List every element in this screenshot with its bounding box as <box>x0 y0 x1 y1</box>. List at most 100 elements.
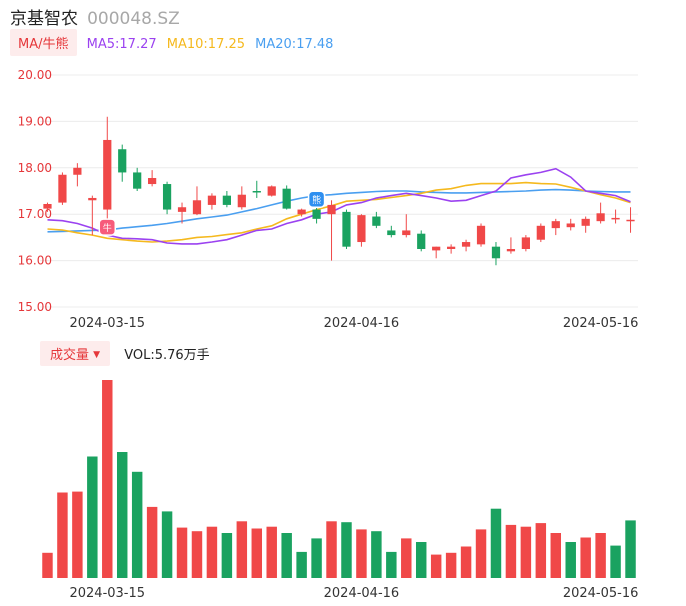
candle-body <box>417 233 426 249</box>
volume-bar <box>161 511 173 578</box>
volume-bar <box>356 529 367 578</box>
candle-body <box>387 230 396 236</box>
candle-body <box>267 186 276 196</box>
volume-bar <box>116 452 128 578</box>
price-tick-label: 16.00 <box>18 254 52 268</box>
volume-bar <box>131 471 143 578</box>
volume-bar <box>460 546 472 578</box>
volume-bar <box>42 552 53 578</box>
price-tick-label: 19.00 <box>18 114 52 128</box>
volume-bar <box>610 545 621 578</box>
candle-body <box>372 216 381 226</box>
candle-body <box>297 209 306 215</box>
candle-body <box>148 178 157 185</box>
volume-bar <box>386 551 397 578</box>
ma5-line <box>47 167 631 245</box>
bear-marker-icon <box>307 190 326 208</box>
volume-bar <box>535 523 547 578</box>
candle-body <box>43 203 52 209</box>
volume-bar <box>146 506 158 578</box>
date-tick-label: 2024-05-16 <box>563 316 639 331</box>
volume-date-tick-label: 2024-05-16 <box>563 586 639 601</box>
volume-bar <box>371 531 382 578</box>
candle-body <box>103 139 112 210</box>
volume-bar <box>490 508 502 578</box>
volume-bar <box>87 456 98 578</box>
volume-bar <box>72 491 83 578</box>
candle-body <box>252 191 261 193</box>
date-tick-label: 2024-04-16 <box>324 316 400 331</box>
candle-body <box>177 207 187 212</box>
dropdown-caret-icon: ▼ <box>93 350 101 360</box>
volume-bar <box>445 552 457 578</box>
volume-bar <box>251 528 263 578</box>
volume-value: VOL:5.76万手 <box>124 348 210 363</box>
candle-body <box>58 174 67 203</box>
candle-body <box>133 172 142 189</box>
volume-bar <box>326 521 337 578</box>
candle-body <box>327 204 336 215</box>
candle-body <box>88 197 97 201</box>
candle-body <box>611 217 620 220</box>
candle-body <box>536 225 545 240</box>
volume-indicator-label: 成交量 <box>50 348 90 363</box>
volume-date-tick-label: 2024-04-16 <box>324 586 400 601</box>
volume-bar <box>236 521 248 578</box>
candle-body <box>118 149 127 173</box>
ma5-value: MA5:17.27 <box>86 37 157 52</box>
volume-bar <box>281 533 292 578</box>
volume-bar <box>296 551 307 578</box>
candle-body <box>551 221 560 229</box>
volume-bar <box>341 522 352 578</box>
volume-bar <box>191 531 203 578</box>
ma20-line <box>47 188 631 233</box>
candle-body <box>626 219 635 222</box>
bull-marker-label: 牛 <box>103 222 112 234</box>
ma20-value: MA20:17.48 <box>255 37 334 52</box>
volume-indicator-selector[interactable]: 成交量 ▼ <box>40 341 111 366</box>
volume-bar <box>221 533 233 578</box>
candle-body <box>282 188 291 209</box>
volume-bar <box>401 538 412 578</box>
volume-bar <box>565 542 576 578</box>
bull-marker-icon <box>98 218 117 236</box>
price-tick-label: 15.00 <box>18 300 52 314</box>
candle-body <box>476 225 486 245</box>
ma-legend: MA/牛熊 MA5:17.27 MA10:17.25 MA20:17.48 <box>10 29 334 56</box>
volume-bar <box>57 492 68 578</box>
date-tick-label: 2024-03-15 <box>69 316 145 331</box>
volume-bar <box>311 538 322 578</box>
price-tick-label: 18.00 <box>18 161 52 175</box>
volume-bar <box>595 533 606 578</box>
volume-bar <box>475 529 487 578</box>
candle-body <box>342 211 351 247</box>
candle-body <box>596 213 605 222</box>
candle-body <box>432 246 441 251</box>
candle-body <box>312 209 321 219</box>
volume-bar <box>505 524 517 578</box>
ma-indicator-selector[interactable]: MA/牛熊 <box>10 29 77 56</box>
volume-bar <box>415 542 427 578</box>
candle-body <box>192 200 202 215</box>
price-tick-label: 17.00 <box>18 207 52 221</box>
candle-body <box>461 242 471 247</box>
candle-body <box>222 195 231 205</box>
volume-bar <box>550 533 562 578</box>
candle-body <box>447 246 456 249</box>
candle-body <box>566 223 575 228</box>
volume-bar <box>580 537 591 578</box>
ma10-value: MA10:17.25 <box>166 37 246 52</box>
stock-header: 京基智农 000048.SZ <box>10 4 180 29</box>
volume-bar <box>430 554 442 578</box>
stock-code: 000048.SZ <box>87 9 180 29</box>
candle-body <box>581 218 590 226</box>
volume-bar <box>176 527 188 578</box>
volume-bar <box>266 526 277 578</box>
candle-body <box>506 249 516 252</box>
price-tick-label: 20.00 <box>18 68 52 82</box>
candle-body <box>402 230 411 236</box>
ma10-line <box>47 181 631 243</box>
candle-body <box>162 184 172 210</box>
candle-body <box>491 246 501 259</box>
